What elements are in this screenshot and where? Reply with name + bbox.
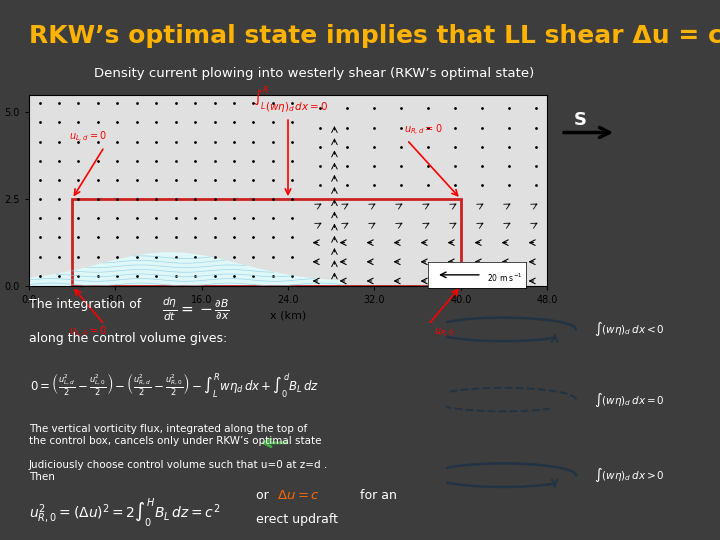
Text: $u_{R,d} = 0$: $u_{R,d} = 0$ xyxy=(404,123,442,138)
Text: S: S xyxy=(573,111,586,129)
Text: The vertical vorticity flux, integrated along the top of
the control box, cancel: The vertical vorticity flux, integrated … xyxy=(29,424,321,446)
Text: $u_{R,0}$: $u_{R,0}$ xyxy=(434,327,455,340)
Text: Judiciously choose control volume such that u=0 at z=d .
Then: Judiciously choose control volume such t… xyxy=(29,460,328,482)
Text: $u_{L,0} = 0$: $u_{L,0} = 0$ xyxy=(69,325,107,340)
Text: Density current plowing into westerly shear (RKW’s optimal state): Density current plowing into westerly sh… xyxy=(94,68,534,80)
Text: $\int (w\eta)_d\, dx = 0$: $\int (w\eta)_d\, dx = 0$ xyxy=(594,390,665,409)
Text: $\int (w\eta)_d\, dx > 0$: $\int (w\eta)_d\, dx > 0$ xyxy=(594,466,665,484)
Text: for an: for an xyxy=(356,489,397,502)
Text: $(w\eta)_d\, dx = 0$: $(w\eta)_d\, dx = 0$ xyxy=(265,100,328,114)
Text: $\frac{d\eta}{dt} = -\frac{\partial B}{\partial x}$: $\frac{d\eta}{dt} = -\frac{\partial B}{\… xyxy=(162,295,230,323)
Text: erect updraft: erect updraft xyxy=(256,513,338,526)
Text: The integration of: The integration of xyxy=(29,298,141,311)
Bar xyxy=(72,199,461,286)
Text: along the control volume gives:: along the control volume gives: xyxy=(29,332,227,345)
Text: $0 = \left(\frac{u_{L,d}^2}{2} - \frac{u_{L,0}^2}{2}\right) - \left(\frac{u_{R,d: $0 = \left(\frac{u_{L,d}^2}{2} - \frac{u… xyxy=(30,372,319,400)
Text: $\int (w\eta)_d\, dx < 0$: $\int (w\eta)_d\, dx < 0$ xyxy=(594,320,665,339)
Text: $u_{R,0}^2 = (\Delta u)^2 = 2\int_0^H B_L\, dz = c^2$: $u_{R,0}^2 = (\Delta u)^2 = 2\int_0^H B_… xyxy=(29,496,220,529)
Text: 20 m s$^{-1}$: 20 m s$^{-1}$ xyxy=(487,272,522,284)
Text: RKW’s optimal state implies that LL shear Δu = c: RKW’s optimal state implies that LL shea… xyxy=(29,24,720,48)
Text: $u_{L,d} = 0$: $u_{L,d} = 0$ xyxy=(69,130,107,145)
X-axis label: x (km): x (km) xyxy=(270,311,306,321)
Text: $\Delta u = c$: $\Delta u = c$ xyxy=(277,489,320,502)
Text: or: or xyxy=(256,489,272,502)
Text: $\int_L^R$: $\int_L^R$ xyxy=(253,85,269,113)
